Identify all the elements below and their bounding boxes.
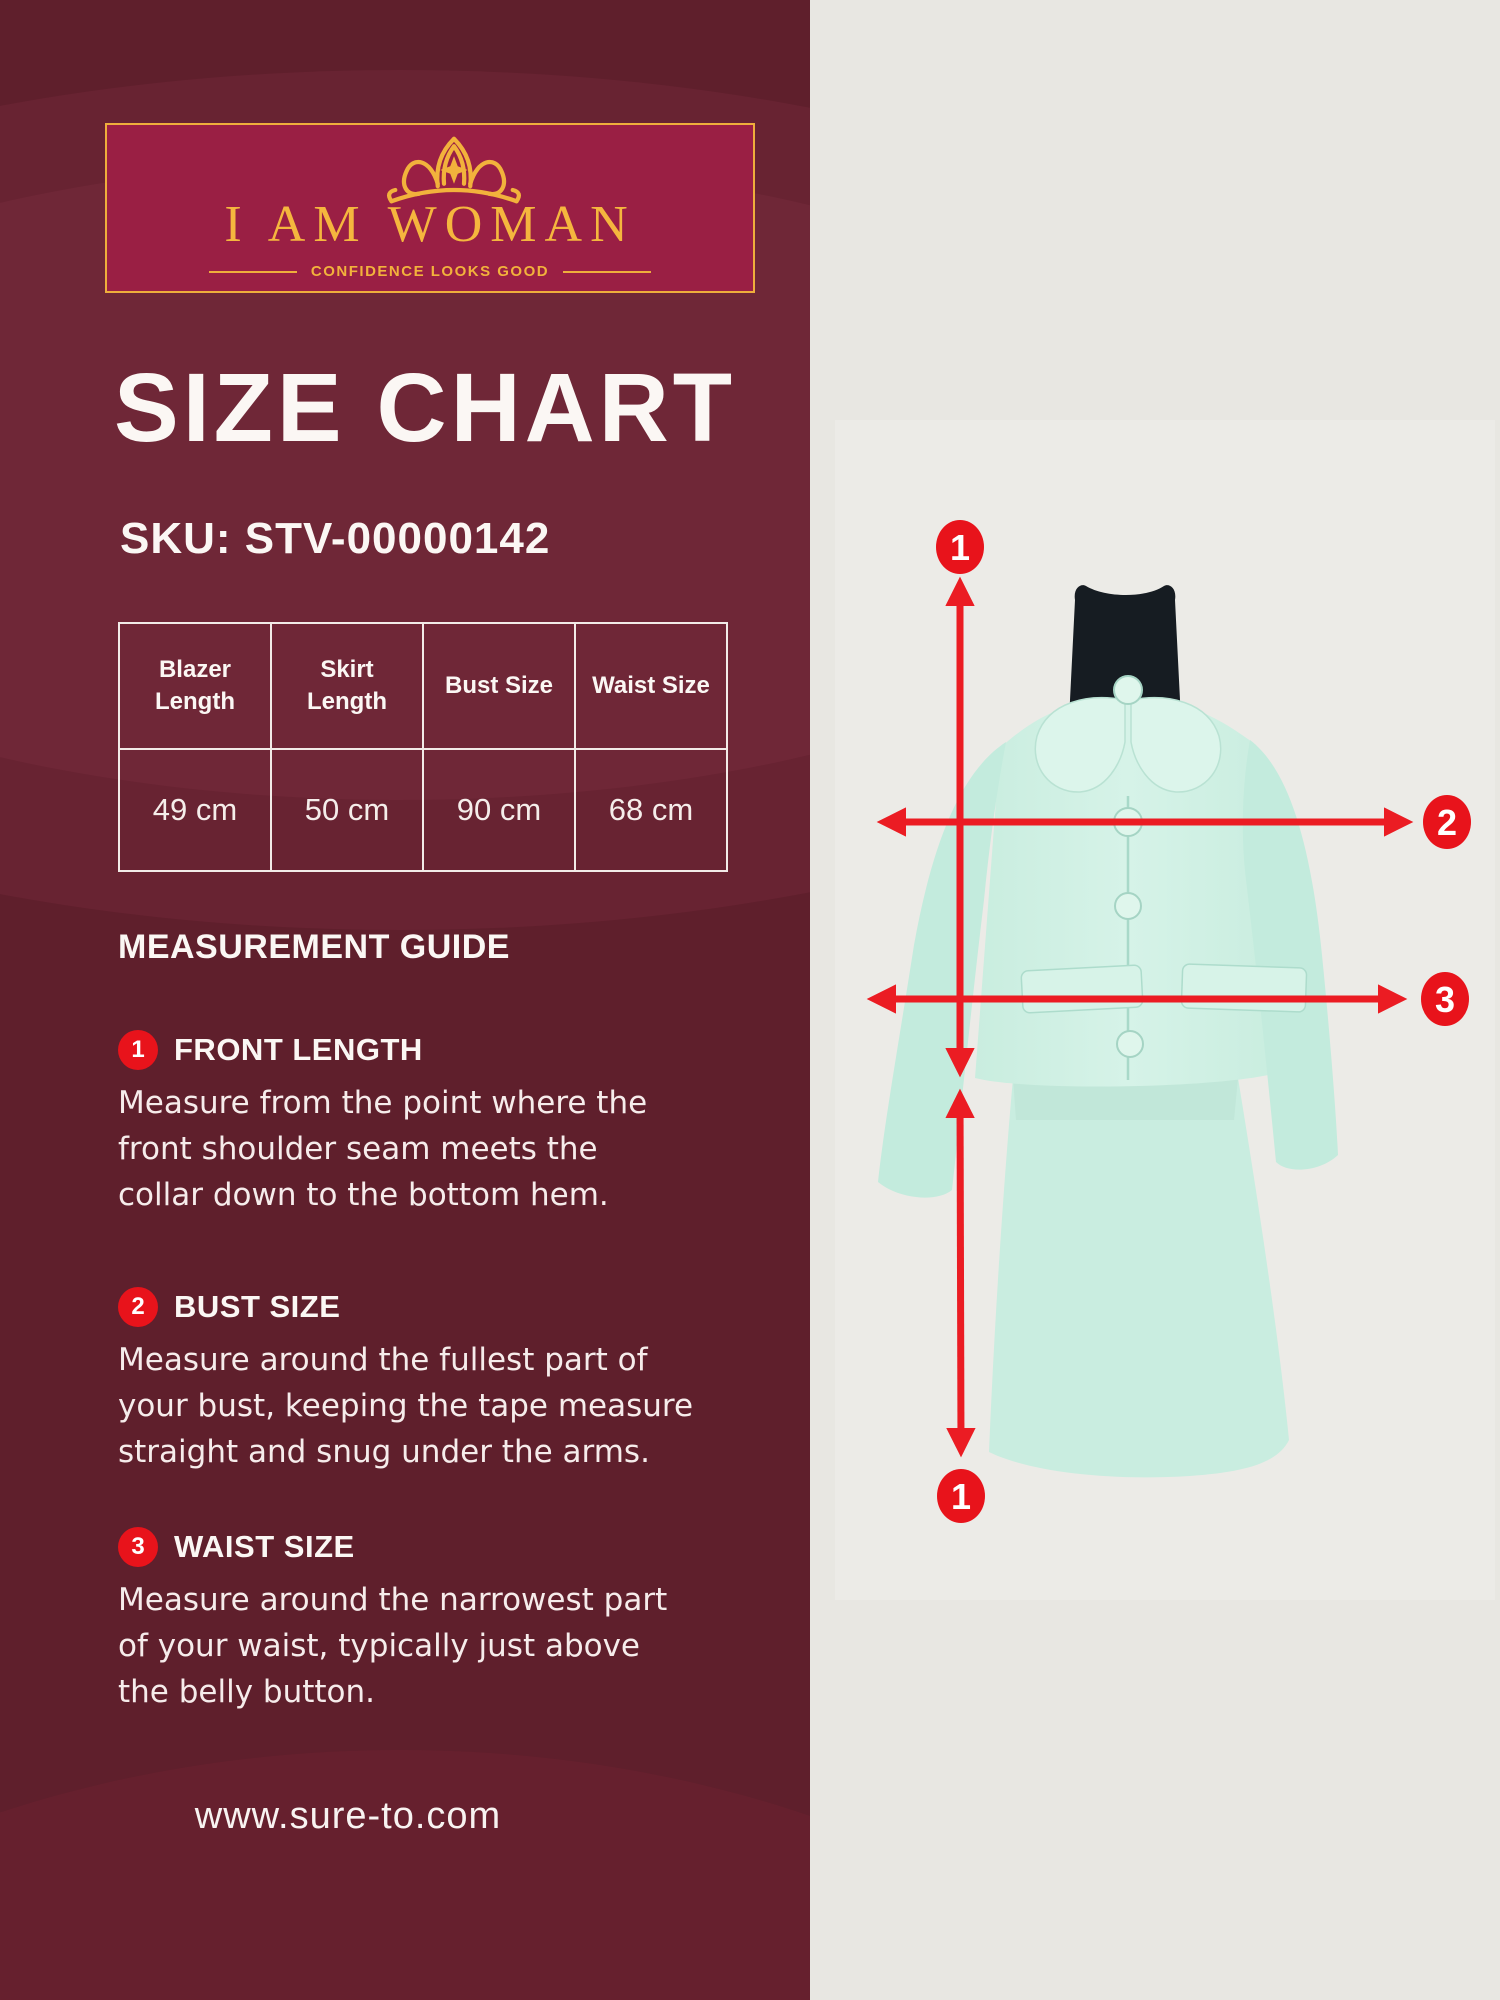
pocket-flap-left xyxy=(1020,964,1144,1014)
measurement-diagram: 1 2 3 1 xyxy=(835,420,1495,1600)
guide-item-head: 3 WAIST SIZE xyxy=(118,1527,738,1567)
skirt-waist-shadow xyxy=(1013,1078,1238,1120)
value-blazer-length: 49 cm xyxy=(118,748,272,872)
guide-item-head: 2 BUST SIZE xyxy=(118,1287,738,1327)
number-badge-1: 1 xyxy=(118,1030,158,1070)
size-table-header-row: Blazer Length Skirt Length Bust Size Wai… xyxy=(118,622,728,750)
number-badge-2: 2 xyxy=(118,1287,158,1327)
badge-1-bottom-number: 1 xyxy=(951,1476,971,1517)
guide-item-description: Measure from the point where the front s… xyxy=(118,1085,648,1213)
col-header-skirt-length: Skirt Length xyxy=(270,622,424,750)
value-bust-size: 90 cm xyxy=(422,748,576,872)
sku-label: SKU: STV-00000142 xyxy=(120,514,551,563)
tagline-rule-left xyxy=(208,270,297,273)
brand-tagline: CONFIDENCE LOOKS GOOD xyxy=(310,263,550,280)
blazer-right-sleeve xyxy=(1242,740,1338,1170)
guide-item-head: 1 FRONT LENGTH xyxy=(118,1030,738,1070)
badge-3-number: 3 xyxy=(1435,979,1455,1020)
product-photo-panel: 1 2 3 1 xyxy=(810,0,1500,2000)
badge-2-number: 2 xyxy=(1437,802,1457,843)
guide-item-front-length: 1 FRONT LENGTH Measure from the point wh… xyxy=(118,1030,738,1218)
number-badge-3: 3 xyxy=(118,1527,158,1567)
website-url: www.sure-to.com xyxy=(194,1795,502,1837)
pocket-flap-right xyxy=(1180,963,1308,1013)
blazer-collar-left xyxy=(1034,697,1126,793)
guide-item-description: Measure around the fullest part of your … xyxy=(118,1342,694,1470)
tagline-rule-right xyxy=(563,270,652,273)
guide-item-bust-size: 2 BUST SIZE Measure around the fullest p… xyxy=(118,1287,738,1475)
col-header-bust-size: Bust Size xyxy=(422,622,576,750)
left-panel: I AM WOMAN CONFIDENCE LOOKS GOOD SIZE CH… xyxy=(0,0,810,2000)
value-skirt-length: 50 cm xyxy=(270,748,424,872)
badge-1-bottom xyxy=(937,1469,985,1523)
value-waist-size: 68 cm xyxy=(574,748,728,872)
col-header-blazer-length: Blazer Length xyxy=(118,622,272,750)
guide-item-title: BUST SIZE xyxy=(174,1289,341,1324)
crown-icon xyxy=(386,136,522,204)
brand-name: I AM WOMAN xyxy=(224,196,636,253)
guide-item-title: WAIST SIZE xyxy=(174,1529,355,1564)
crown-star xyxy=(440,156,468,184)
brand-tagline-row: CONFIDENCE LOOKS GOOD xyxy=(107,263,753,280)
badge-1-top xyxy=(936,520,984,574)
skirt xyxy=(989,1078,1289,1478)
size-table: Blazer Length Skirt Length Bust Size Wai… xyxy=(118,622,728,872)
badge-3 xyxy=(1421,972,1469,1026)
measurement-guide-heading: MEASUREMENT GUIDE xyxy=(118,928,510,966)
guide-item-title: FRONT LENGTH xyxy=(174,1032,423,1067)
button-4 xyxy=(1116,1030,1144,1058)
guide-item-description: Measure around the narrowest part of you… xyxy=(118,1582,668,1710)
button-3 xyxy=(1114,892,1142,920)
front-length-arrow-skirt xyxy=(945,1088,976,1458)
guide-item-waist-size: 3 WAIST SIZE Measure around the narrowes… xyxy=(118,1527,738,1715)
page-title: SIZE CHART xyxy=(114,353,736,462)
diagram-badges: 1 2 3 1 xyxy=(936,520,1471,1523)
badge-1-top-number: 1 xyxy=(950,527,970,568)
badge-2 xyxy=(1423,795,1471,849)
background-curve-bottom xyxy=(0,1750,810,2000)
col-header-waist-size: Waist Size xyxy=(574,622,728,750)
button-1 xyxy=(1113,675,1143,705)
size-table-value-row: 49 cm 50 cm 90 cm 68 cm xyxy=(118,748,728,872)
blazer-collar-right xyxy=(1130,697,1222,793)
measurement-arrows xyxy=(866,576,1414,1458)
brand-logo: I AM WOMAN CONFIDENCE LOOKS GOOD xyxy=(105,123,755,293)
